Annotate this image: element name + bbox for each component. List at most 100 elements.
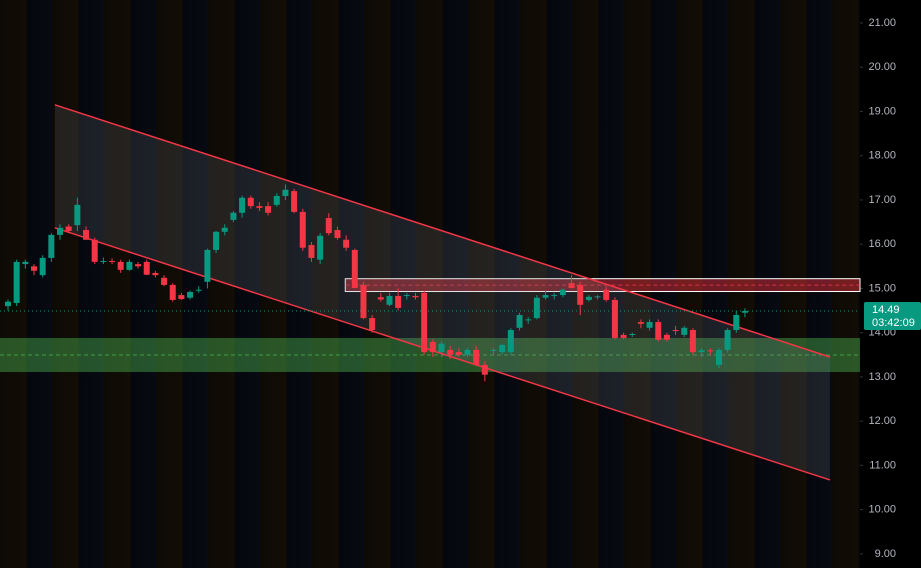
- candle-body: [291, 191, 298, 212]
- y-tick-label: 13.00: [868, 371, 896, 383]
- candle-body: [655, 322, 662, 340]
- candle-body: [715, 349, 722, 365]
- candle-body: [490, 349, 497, 351]
- candle-body: [473, 349, 480, 365]
- channel-lower: [54, 227, 831, 481]
- candle-body: [57, 227, 64, 235]
- candle-body: [273, 195, 280, 205]
- candle-body: [39, 257, 46, 276]
- y-tick-label: 10.00: [868, 504, 896, 516]
- candle-body: [568, 283, 575, 288]
- candle-body: [698, 350, 705, 353]
- candle-body: [646, 322, 653, 328]
- candle-body: [551, 295, 558, 297]
- candle-body: [663, 334, 670, 340]
- candle-body: [247, 197, 254, 207]
- candle-body: [629, 333, 636, 335]
- candle-body: [620, 334, 627, 338]
- session-background: [0, 0, 860, 568]
- candle-body: [594, 296, 601, 298]
- candle-body: [611, 299, 618, 338]
- y-tick-label: 15.00: [868, 282, 896, 294]
- candle-body: [689, 330, 696, 353]
- candle-body: [533, 297, 540, 319]
- candle-body: [161, 277, 168, 285]
- candle-body: [499, 345, 506, 353]
- candle-body: [386, 295, 393, 305]
- candle-body: [13, 261, 20, 304]
- y-tick-label: 17.00: [868, 194, 896, 206]
- candle-body: [360, 284, 367, 319]
- candle-body: [213, 231, 220, 250]
- candle-body: [282, 189, 289, 196]
- channel-upper: [54, 104, 831, 358]
- candle-body: [672, 330, 679, 332]
- candle-body: [559, 289, 566, 296]
- last-price-label: 14.49: [872, 304, 900, 316]
- y-tick-label: 21.00: [868, 17, 896, 29]
- candle-body: [126, 261, 133, 270]
- price-tag: [864, 301, 921, 330]
- candle-body: [724, 330, 731, 350]
- candle-body: [542, 295, 549, 298]
- candle-body: [412, 295, 419, 298]
- candle-body: [325, 218, 332, 234]
- candle-body: [464, 349, 471, 355]
- candle-body: [369, 318, 376, 331]
- candle-body: [403, 295, 410, 297]
- candle-body: [603, 289, 610, 300]
- candle-body: [707, 350, 714, 352]
- y-tick-label: 12.00: [868, 415, 896, 427]
- candle-body: [169, 284, 176, 300]
- candle-body: [230, 212, 237, 220]
- candle-body: [681, 327, 688, 335]
- candle-body: [351, 249, 358, 288]
- candle-body: [507, 330, 514, 353]
- candle-body: [91, 239, 98, 262]
- candle-body: [637, 322, 644, 324]
- candle-body: [421, 292, 428, 353]
- candle-body: [109, 260, 116, 262]
- candle-body: [239, 197, 246, 213]
- candle-body: [48, 234, 55, 258]
- candle-body: [83, 230, 90, 240]
- candle-body: [377, 297, 384, 300]
- candle-body: [187, 291, 194, 298]
- candle-body: [143, 261, 150, 275]
- y-tick-label: 20.00: [868, 61, 896, 73]
- price-axis: [860, 0, 921, 568]
- candle-body: [317, 235, 324, 260]
- candle-body: [221, 227, 228, 232]
- y-tick-label: 9.00: [875, 548, 896, 560]
- candle-body: [585, 296, 592, 300]
- candle-body: [117, 261, 124, 270]
- candle-body: [204, 249, 211, 282]
- candle-body: [741, 310, 748, 313]
- candle-body: [343, 239, 350, 248]
- candle-body: [481, 364, 488, 375]
- y-tick-label: 19.00: [868, 105, 896, 117]
- candle-body: [5, 301, 11, 307]
- candle-body: [308, 245, 315, 258]
- candle-body: [577, 284, 584, 305]
- countdown: 03:42:09: [872, 317, 915, 329]
- candle-body: [438, 343, 445, 353]
- candle-body: [429, 341, 436, 353]
- candle-body: [265, 206, 272, 213]
- candle-body: [256, 206, 263, 208]
- candle-body: [65, 226, 72, 231]
- candle-body: [152, 272, 159, 276]
- candle-body: [516, 314, 523, 328]
- y-tick-label: 11.00: [869, 459, 896, 471]
- candle-body: [135, 264, 142, 267]
- candle-body: [31, 266, 38, 271]
- candle-body: [178, 295, 185, 300]
- candle-body: [733, 314, 740, 331]
- y-tick-label: 18.00: [868, 150, 896, 162]
- candle-body: [195, 289, 202, 291]
- candle-body: [100, 260, 107, 262]
- candle-body: [299, 211, 306, 248]
- candle-body: [334, 230, 341, 238]
